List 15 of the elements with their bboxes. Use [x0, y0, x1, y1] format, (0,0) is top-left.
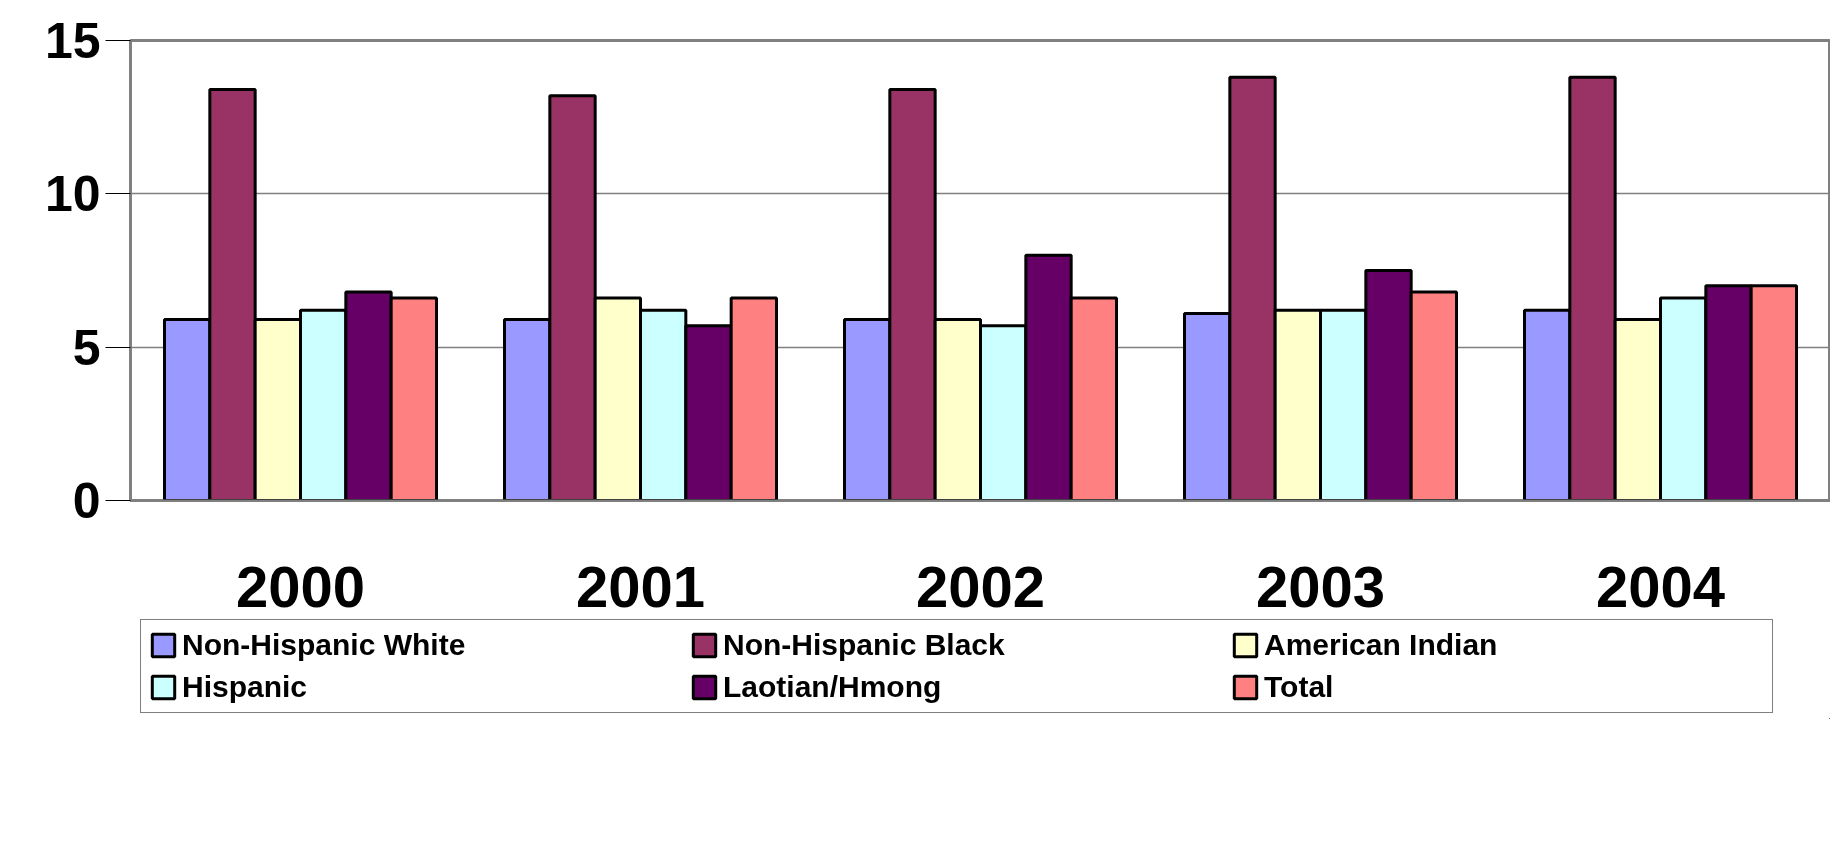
x-tick-label: 2003 [1255, 553, 1386, 619]
x-tick-label: 2001 [575, 553, 706, 619]
legend-label: Laotian/Hmong [723, 670, 943, 704]
x-tick-label: 2002 [915, 553, 1046, 619]
y-tick-label: 5 [72, 319, 101, 376]
x-tick-label: 2004 [1595, 553, 1726, 619]
y-tick-label: 15 [44, 13, 101, 69]
legend-label: Non-Hispanic White [182, 628, 467, 662]
legend-label: Total [1264, 670, 1335, 704]
x-tick-label: 2000 [235, 553, 366, 619]
y-tick-label: 0 [72, 473, 101, 529]
y-tick-label: 10 [44, 166, 101, 223]
legend-label: Non-Hispanic Black [723, 628, 1006, 662]
legend-label: Hispanic [182, 670, 309, 704]
legend-label: American Indian [1264, 628, 1499, 662]
